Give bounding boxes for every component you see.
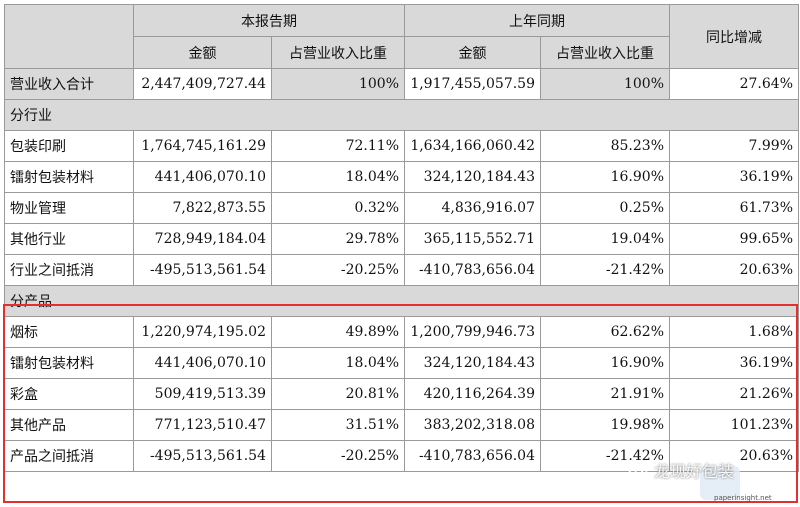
row-label: 镭射包装材料 xyxy=(4,347,134,379)
prior-amount-cell: 1,634,166,060.42 xyxy=(404,130,541,162)
yoy-change-cell: 36.19% xyxy=(669,347,799,379)
prior-share-cell: 21.91% xyxy=(540,378,670,410)
row-label: 产品之间抵消 xyxy=(4,440,134,472)
prior-share-cell: 19.98% xyxy=(540,409,670,441)
prior-amount-cell: 324,120,184.43 xyxy=(404,161,541,193)
current-share-cell: 100% xyxy=(271,68,405,100)
current-amount-cell: 441,406,070.10 xyxy=(133,347,272,379)
current-share-cell: 49.89% xyxy=(271,316,405,348)
current-share-cell: -20.25% xyxy=(271,440,405,472)
table-row: 烟标 1,220,974,195.02 49.89% 1,200,799,946… xyxy=(4,316,799,348)
header-row-columns: 金额 占营业收入比重 金额 占营业收入比重 xyxy=(5,36,799,69)
prior-share-cell: -21.42% xyxy=(540,440,670,472)
prior-amount-cell: 1,917,455,057.59 xyxy=(404,68,541,100)
current-share-cell: -20.25% xyxy=(271,254,405,286)
table-row: 其他行业 728,949,184.04 29.78% 365,115,552.7… xyxy=(4,223,799,255)
row-label: 其他产品 xyxy=(4,409,134,441)
current-amount-cell: -495,513,561.54 xyxy=(133,440,272,472)
total-revenue-row: 营业收入合计 2,447,409,727.44 100% 1,917,455,0… xyxy=(4,68,799,100)
header-current-amount: 金额 xyxy=(133,36,272,69)
current-share-cell: 29.78% xyxy=(271,223,405,255)
prior-share-cell: 16.90% xyxy=(540,347,670,379)
current-amount-cell: 7,822,873.55 xyxy=(133,192,272,224)
current-share-cell: 20.81% xyxy=(271,378,405,410)
current-amount-cell: 2,447,409,727.44 xyxy=(133,68,272,100)
prior-share-cell: 62.62% xyxy=(540,316,670,348)
current-amount-cell: -495,513,561.54 xyxy=(133,254,272,286)
row-label: 营业收入合计 xyxy=(4,68,134,100)
yoy-change-cell: 20.63% xyxy=(669,440,799,472)
section-title-industry: 分行业 xyxy=(4,99,799,131)
revenue-breakdown-table-container: 本报告期 上年同期 同比增减 金额 占营业收入比重 金额 占营业收入比重 营业收… xyxy=(4,4,799,472)
yoy-change-cell: 7.99% xyxy=(669,130,799,162)
section-row-product: 分产品 xyxy=(4,285,799,317)
prior-share-cell: 0.25% xyxy=(540,192,670,224)
header-row-periods: 本报告期 上年同期 同比增减 xyxy=(4,4,799,69)
current-amount-cell: 728,949,184.04 xyxy=(133,223,272,255)
yoy-change-cell: 27.64% xyxy=(669,68,799,100)
row-label: 镭射包装材料 xyxy=(4,161,134,193)
current-amount-cell: 1,220,974,195.02 xyxy=(133,316,272,348)
prior-share-cell: 16.90% xyxy=(540,161,670,193)
header-blank-cell xyxy=(4,4,134,69)
prior-share-cell: 100% xyxy=(540,68,670,100)
table-row: 包装印刷 1,764,745,161.29 72.11% 1,634,166,0… xyxy=(4,130,799,162)
current-share-cell: 72.11% xyxy=(271,130,405,162)
current-share-cell: 0.32% xyxy=(271,192,405,224)
yoy-change-cell: 21.26% xyxy=(669,378,799,410)
table-row: 物业管理 7,822,873.55 0.32% 4,836,916.07 0.2… xyxy=(4,192,799,224)
current-share-cell: 18.04% xyxy=(271,347,405,379)
table-row: 彩盒 509,419,513.39 20.81% 420,116,264.39 … xyxy=(4,378,799,410)
section-row-industry: 分行业 xyxy=(4,99,799,131)
table-row: 产品之间抵消 -495,513,561.54 -20.25% -410,783,… xyxy=(4,440,799,472)
current-amount-cell: 441,406,070.10 xyxy=(133,161,272,193)
table-row: 行业之间抵消 -495,513,561.54 -20.25% -410,783,… xyxy=(4,254,799,286)
prior-amount-cell: -410,783,656.04 xyxy=(404,254,541,286)
prior-amount-cell: 4,836,916.07 xyxy=(404,192,541,224)
current-amount-cell: 1,764,745,161.29 xyxy=(133,130,272,162)
prior-amount-cell: 420,116,264.39 xyxy=(404,378,541,410)
prior-amount-cell: 365,115,552.71 xyxy=(404,223,541,255)
prior-amount-cell: 1,200,799,946.73 xyxy=(404,316,541,348)
table-row: 镭射包装材料 441,406,070.10 18.04% 324,120,184… xyxy=(4,347,799,379)
section-title-product: 分产品 xyxy=(4,285,799,317)
prior-amount-cell: 383,202,318.08 xyxy=(404,409,541,441)
header-yoy-change: 同比增减 xyxy=(669,4,799,69)
row-label: 烟标 xyxy=(4,316,134,348)
prior-amount-cell: -410,783,656.04 xyxy=(404,440,541,472)
yoy-change-cell: 61.73% xyxy=(669,192,799,224)
row-label: 包装印刷 xyxy=(4,130,134,162)
current-share-cell: 18.04% xyxy=(271,161,405,193)
prior-amount-cell: 324,120,184.43 xyxy=(404,347,541,379)
header-prior-period: 上年同期 xyxy=(404,4,670,37)
watermark-url: paperinsight.net xyxy=(714,494,772,502)
table-row: 其他产品 771,123,510.47 31.51% 383,202,318.0… xyxy=(4,409,799,441)
current-amount-cell: 771,123,510.47 xyxy=(133,409,272,441)
yoy-change-cell: 101.23% xyxy=(669,409,799,441)
current-amount-cell: 509,419,513.39 xyxy=(133,378,272,410)
yoy-change-cell: 99.65% xyxy=(669,223,799,255)
yoy-change-cell: 36.19% xyxy=(669,161,799,193)
row-label: 行业之间抵消 xyxy=(4,254,134,286)
yoy-change-cell: 1.68% xyxy=(669,316,799,348)
prior-share-cell: 19.04% xyxy=(540,223,670,255)
prior-share-cell: 85.23% xyxy=(540,130,670,162)
row-label: 物业管理 xyxy=(4,192,134,224)
row-label: 其他行业 xyxy=(4,223,134,255)
current-share-cell: 31.51% xyxy=(271,409,405,441)
prior-share-cell: -21.42% xyxy=(540,254,670,286)
header-prior-share: 占营业收入比重 xyxy=(540,36,670,69)
table-row: 镭射包装材料 441,406,070.10 18.04% 324,120,184… xyxy=(4,161,799,193)
yoy-change-cell: 20.63% xyxy=(669,254,799,286)
revenue-breakdown-table: 本报告期 上年同期 同比增减 金额 占营业收入比重 金额 占营业收入比重 营业收… xyxy=(4,4,799,472)
header-prior-amount: 金额 xyxy=(404,36,541,69)
row-label: 彩盒 xyxy=(4,378,134,410)
header-current-period: 本报告期 xyxy=(133,4,405,37)
header-current-share: 占营业收入比重 xyxy=(271,36,405,69)
